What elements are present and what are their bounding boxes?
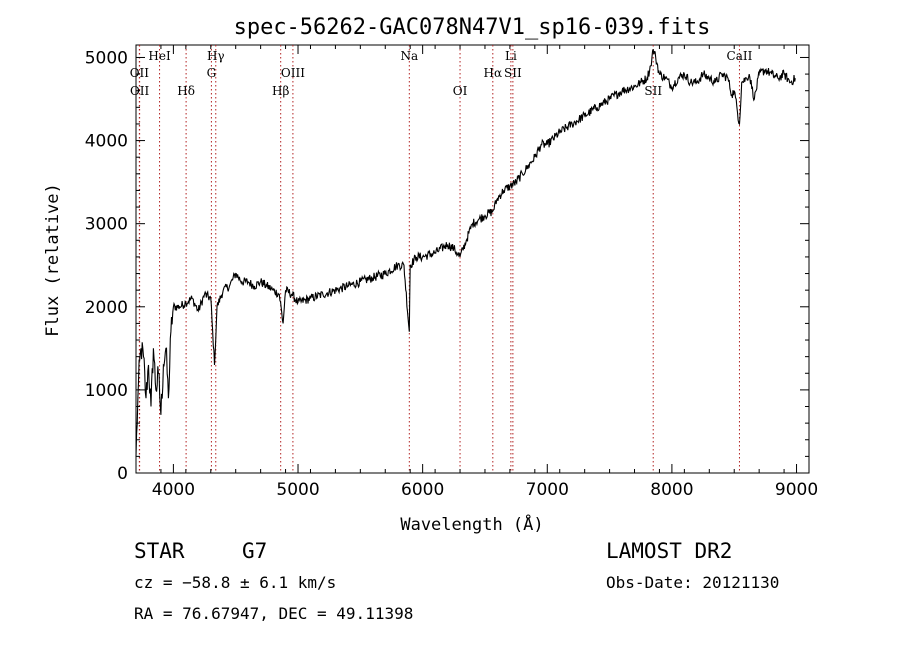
- coordinates-readout: RA = 76.67947, DEC = 49.11398: [134, 604, 413, 623]
- y-axis-ticks: 0 1000 2000 3000 4000 5000: [85, 48, 809, 484]
- y-tick-label-3: 3000: [85, 215, 128, 235]
- object-subclass: G7: [242, 539, 267, 563]
- info-block: STAR G7 LAMOST DR2 cz = −58.8 ± 6.1 km/s…: [134, 539, 779, 623]
- x-tick-label-1: 5000: [276, 480, 319, 500]
- x-axis-ticks: 4000 5000 6000 7000 8000 9000: [135, 45, 818, 500]
- y-axis-label: Flux (relative): [43, 183, 63, 337]
- line-label-12: SII: [504, 66, 522, 80]
- survey-name: LAMOST DR2: [606, 539, 732, 563]
- object-class: STAR: [134, 539, 185, 563]
- y-tick-label-0: 0: [117, 464, 128, 484]
- line-label-2: HeI: [148, 49, 171, 63]
- line-label-8: Na: [400, 49, 418, 63]
- y-tick-label-5: 5000: [85, 48, 128, 68]
- observation-date: Obs-Date: 20121130: [606, 573, 779, 592]
- x-tick-label-5: 9000: [775, 480, 818, 500]
- line-label-10: Li: [505, 49, 517, 63]
- x-axis-label: Wavelength (Å): [400, 513, 543, 535]
- line-label-3: Hδ: [177, 84, 195, 98]
- line-label-13: SII: [644, 84, 662, 98]
- x-tick-label-2: 6000: [401, 480, 444, 500]
- line-label-11: Hα: [484, 66, 503, 80]
- line-label-5: G: [207, 66, 217, 80]
- line-label-4: Hγ: [207, 49, 225, 63]
- spectrum-line: [135, 49, 796, 457]
- emission-line-markers: [138, 45, 740, 473]
- x-tick-label-4: 8000: [650, 480, 693, 500]
- line-label-9: OI: [453, 84, 468, 98]
- chart-title: spec-56262-GAC078N47V1_sp16-039.fits: [234, 15, 711, 40]
- x-tick-label-3: 7000: [526, 480, 569, 500]
- redshift-readout: cz = −58.8 ± 6.1 km/s: [134, 573, 336, 592]
- y-tick-label-4: 4000: [85, 132, 128, 152]
- line-label-14: CaII: [727, 49, 753, 63]
- y-tick-label-2: 2000: [85, 298, 128, 318]
- line-label-0: OII: [130, 66, 150, 80]
- y-tick-label-1: 1000: [85, 381, 128, 401]
- x-tick-label-0: 4000: [152, 480, 195, 500]
- line-label-6: OIII: [281, 66, 305, 80]
- plot-frame: [135, 44, 810, 474]
- line-label-7: Hβ: [272, 84, 289, 98]
